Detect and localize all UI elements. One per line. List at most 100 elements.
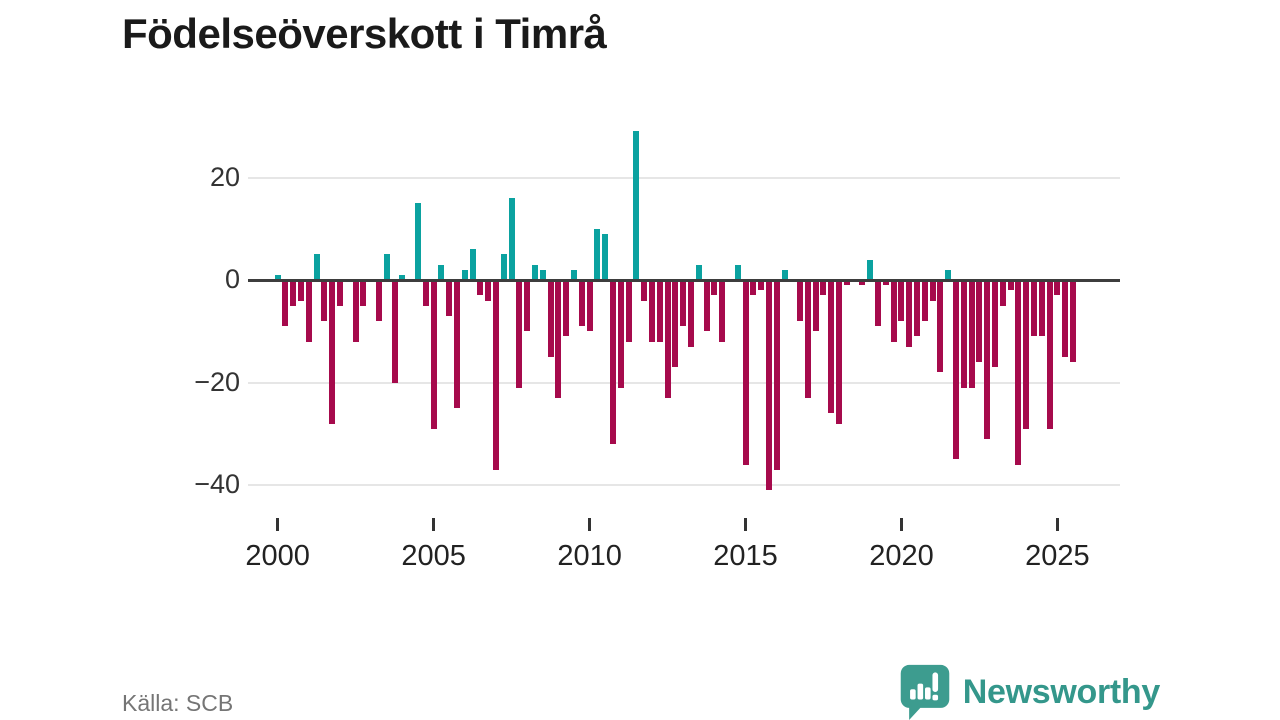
x-axis-tick <box>899 518 903 531</box>
bar-2022-q2 <box>968 280 975 388</box>
bar-2001-q4 <box>329 280 336 424</box>
bar-2008-q3 <box>539 269 546 280</box>
bar-2016-q1 <box>773 280 780 470</box>
bar-2018-q4 <box>859 280 866 286</box>
y-axis-tick-label: 0 <box>224 264 240 294</box>
source-label: Källa: SCB <box>122 690 234 716</box>
x-axis-tick <box>744 518 748 531</box>
bar-2024-q1 <box>1023 280 1030 429</box>
x-axis-tick-label: 2025 <box>1025 540 1090 572</box>
bar-2001-q3 <box>321 280 328 321</box>
bar-2001-q2 <box>313 254 320 280</box>
bar-2021-q1 <box>929 280 936 301</box>
x-axis-tick <box>1055 518 1059 531</box>
y-axis-tick-label: 20 <box>209 161 240 192</box>
bar-2015-q2 <box>750 280 757 296</box>
bar-2007-q4 <box>516 280 523 388</box>
gridline <box>248 176 1120 179</box>
bar-2020-q1 <box>898 280 905 321</box>
bar-2006-q1 <box>461 269 468 280</box>
bar-2002-q4 <box>360 280 367 306</box>
bar-2017-q1 <box>804 280 811 398</box>
bar-2021-q4 <box>953 280 960 460</box>
bar-2018-q2 <box>843 280 850 286</box>
x-axis-tick <box>588 518 592 531</box>
bar-2023-q4 <box>1015 280 1022 465</box>
bar-2010-q4 <box>609 280 616 444</box>
bar-2009-q1 <box>555 280 562 398</box>
bar-2013-q2 <box>687 280 694 347</box>
bar-2015-q1 <box>742 280 749 465</box>
bar-2006-q3 <box>477 280 484 296</box>
bar-2024-q3 <box>1038 280 1045 337</box>
x-axis-tick <box>276 518 280 531</box>
x-axis-tick-label: 2020 <box>869 540 934 572</box>
bar-2022-q1 <box>960 280 967 388</box>
bar-2004-q3 <box>415 203 422 280</box>
bar-2023-q3 <box>1007 280 1014 291</box>
bar-2025-q1 <box>1054 280 1061 296</box>
bar-2023-q1 <box>992 280 999 368</box>
bar-2005-q1 <box>430 280 437 429</box>
bar-2000-q1 <box>274 274 281 280</box>
bar-2014-q4 <box>734 264 741 280</box>
bar-2014-q2 <box>719 280 726 342</box>
bar-2000-q2 <box>282 280 289 327</box>
bar-2000-q4 <box>298 280 305 301</box>
zero-axis-line <box>248 278 1120 282</box>
bar-2020-q3 <box>914 280 921 337</box>
bar-2012-q4 <box>672 280 679 368</box>
bar-2025-q3 <box>1069 280 1076 362</box>
bar-2024-q4 <box>1046 280 1053 429</box>
bar-2017-q4 <box>828 280 835 414</box>
bar-2006-q2 <box>469 249 476 280</box>
bar-2007-q3 <box>508 198 515 280</box>
x-axis-tick <box>432 518 436 531</box>
bar-2009-q3 <box>570 269 577 280</box>
bar-2018-q1 <box>836 280 843 424</box>
bar-2010-q1 <box>586 280 593 332</box>
bar-2023-q2 <box>999 280 1006 306</box>
bar-2015-q4 <box>765 280 772 491</box>
bar-2019-q4 <box>890 280 897 342</box>
newsworthy-logo-icon <box>899 664 951 720</box>
chart-title: Födelseöverskott i Timrå <box>122 10 607 57</box>
bar-2020-q4 <box>921 280 928 321</box>
x-axis-tick-label: 2000 <box>245 540 310 572</box>
bar-2014-q1 <box>711 280 718 296</box>
bar-2000-q3 <box>290 280 297 306</box>
bar-2008-q2 <box>532 264 538 280</box>
bar-2013-q1 <box>680 280 687 327</box>
bar-2019-q3 <box>882 280 889 286</box>
x-axis-tick-label: 2015 <box>713 540 778 572</box>
y-axis-tick-label: −20 <box>194 366 240 397</box>
bar-2004-q1 <box>399 274 406 280</box>
newsworthy-logo-text: Newsworthy <box>962 672 1161 711</box>
bar-2022-q4 <box>984 280 991 439</box>
bar-2017-q3 <box>820 280 827 296</box>
bar-2011-q2 <box>625 280 632 342</box>
bar-2011-q4 <box>641 280 648 301</box>
bar-2002-q1 <box>337 280 344 306</box>
bar-2020-q2 <box>906 280 913 347</box>
bar-2013-q4 <box>703 280 710 332</box>
bar-2001-q1 <box>305 280 312 342</box>
bar-2007-q1 <box>493 280 500 470</box>
bar-2010-q3 <box>602 233 609 280</box>
x-axis-tick-label: 2005 <box>401 540 466 572</box>
y-axis-tick-label: −40 <box>194 469 240 499</box>
bar-2005-q3 <box>446 280 453 316</box>
bar-2021-q3 <box>945 269 952 280</box>
bar-2005-q2 <box>438 264 445 280</box>
bar-2007-q2 <box>500 254 507 280</box>
bar-2009-q4 <box>578 280 585 327</box>
bar-2019-q1 <box>867 259 874 280</box>
bar-2012-q2 <box>656 280 663 342</box>
bar-2016-q4 <box>797 280 804 321</box>
bar-2003-q2 <box>376 280 383 321</box>
bar-2003-q3 <box>383 254 390 280</box>
bar-2005-q4 <box>454 280 461 409</box>
bar-2015-q3 <box>758 280 765 291</box>
